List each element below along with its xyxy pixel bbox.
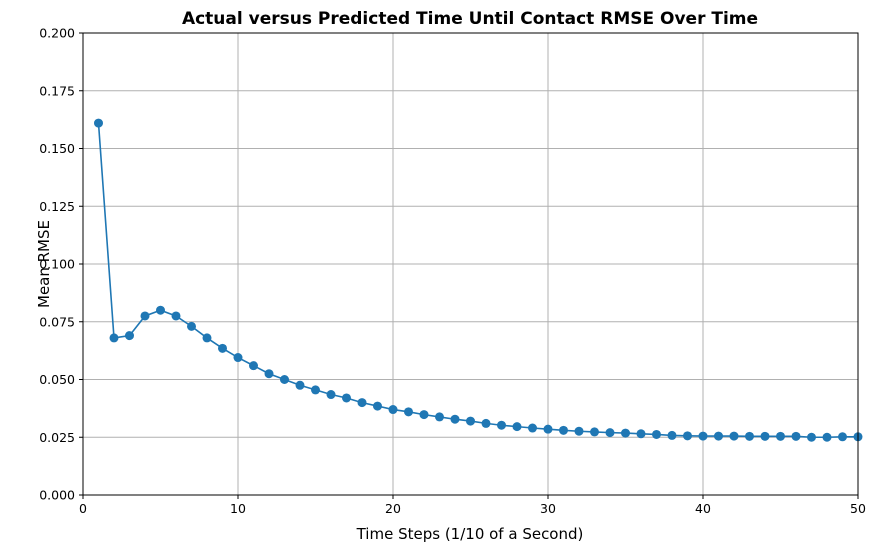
data-point	[528, 423, 537, 433]
data-point	[497, 420, 506, 430]
data-point	[838, 432, 847, 442]
x-tick-label: 20	[385, 501, 401, 516]
data-point	[264, 369, 274, 379]
data-point	[590, 427, 599, 437]
x-tick-label: 30	[540, 501, 556, 516]
y-axis-label: Mean RMSE	[35, 220, 53, 308]
data-point	[357, 398, 367, 408]
data-point	[295, 380, 305, 390]
y-tick-label: 0.050	[39, 372, 75, 387]
data-point	[187, 321, 196, 331]
x-tick-label: 0	[79, 501, 87, 516]
data-point	[125, 331, 134, 341]
y-tick-label: 0.150	[39, 141, 75, 156]
y-tick-label: 0.175	[39, 83, 75, 98]
data-point	[404, 407, 413, 417]
data-point	[652, 429, 661, 439]
data-point	[512, 422, 522, 432]
x-tick-label: 50	[850, 501, 866, 516]
data-point	[388, 405, 398, 415]
data-point	[435, 412, 444, 422]
data-point	[481, 418, 491, 428]
data-point	[621, 428, 630, 438]
data-point	[714, 431, 723, 441]
series-line	[97, 123, 858, 439]
data-point	[822, 432, 832, 442]
data-point	[776, 431, 785, 441]
data-point	[729, 431, 739, 441]
data-point	[760, 431, 770, 441]
x-tick-label: 40	[695, 501, 711, 516]
data-point	[311, 385, 320, 395]
data-point	[233, 353, 243, 363]
data-point	[140, 311, 150, 321]
data-point	[249, 361, 258, 371]
grid	[82, 32, 859, 496]
data-point	[450, 414, 460, 424]
data-point	[218, 343, 227, 353]
data-point	[156, 305, 165, 315]
data-point	[636, 429, 646, 439]
data-point	[94, 118, 103, 128]
y-tick-label: 0.125	[39, 199, 75, 214]
data-point	[543, 424, 553, 434]
x-tick-label: 10	[230, 501, 246, 516]
y-tick-label: 0.025	[39, 430, 75, 445]
y-tick-label: 0.000	[39, 488, 75, 503]
data-point	[605, 428, 615, 438]
data-point	[574, 426, 584, 436]
data-point	[466, 416, 475, 426]
y-tick-label: 0.075	[39, 314, 75, 329]
data-point	[698, 431, 708, 441]
chart-title: Actual versus Predicted Time Until Conta…	[182, 9, 758, 29]
data-point	[791, 431, 801, 441]
data-point	[280, 375, 289, 384]
data-point	[559, 425, 568, 435]
series-layer	[94, 118, 863, 442]
data-point	[342, 393, 351, 403]
y-tick-label: 0.100	[39, 257, 75, 272]
data-point	[109, 333, 119, 343]
data-point	[373, 401, 382, 411]
data-point	[326, 390, 336, 400]
data-point	[171, 311, 181, 321]
data-point	[419, 410, 429, 420]
data-point	[667, 430, 677, 440]
data-point	[202, 333, 212, 343]
y-tick-label: 0.200	[39, 26, 75, 41]
data-point	[745, 431, 754, 441]
data-point	[807, 432, 816, 442]
data-point	[683, 431, 692, 441]
x-axis-label: Time Steps (1/10 of a Second)	[356, 525, 584, 543]
ticks: 0 10 20 30 40 50 0.000 0.025 0.050 0.075 0.100 0.12…	[39, 26, 866, 517]
